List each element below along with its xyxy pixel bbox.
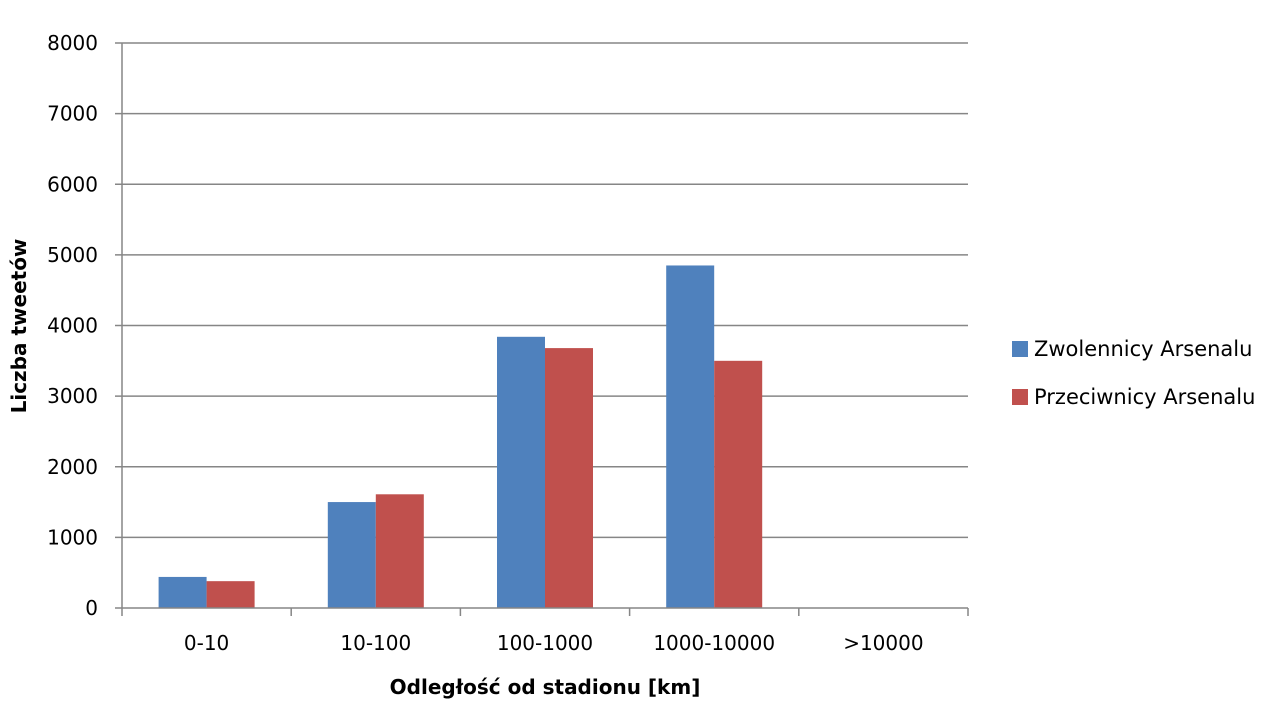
y-tick-label: 6000: [47, 172, 98, 196]
legend-label: Zwolennicy Arsenalu: [1034, 337, 1252, 361]
y-tick-label: 7000: [47, 102, 98, 126]
y-axis-ticks: 0 1000 2000 3000 4000 5000 6000 7000 8000: [47, 31, 122, 620]
bar: [497, 336, 545, 608]
x-tick-label: >10000: [843, 631, 923, 655]
y-tick-label: 4000: [47, 314, 98, 338]
legend-item: Przeciwnicy Arsenalu: [1012, 385, 1255, 409]
bar: [206, 581, 255, 608]
bar: [158, 576, 207, 608]
y-tick-label: 5000: [47, 243, 98, 267]
bar: [375, 494, 424, 608]
y-tick-label: 8000: [47, 31, 98, 55]
y-tick-label: 0: [85, 596, 98, 620]
y-tick-label: 1000: [47, 525, 98, 549]
y-tick-label: 2000: [47, 455, 98, 479]
bars: [158, 265, 763, 608]
x-tick-label: 1000-10000: [653, 631, 775, 655]
y-axis-title: Liczba tweetów: [7, 239, 31, 414]
legend-swatch: [1012, 341, 1028, 357]
bar: [545, 348, 593, 608]
bar: [714, 360, 763, 608]
legend-item: Zwolennicy Arsenalu: [1012, 337, 1252, 361]
x-axis-ticks: 0-10 10-100 100-1000 1000-10000 >10000: [121, 608, 969, 655]
bar: [327, 502, 376, 608]
bar: [666, 265, 715, 608]
axes: [121, 43, 968, 609]
x-tick-label: 100-1000: [497, 631, 593, 655]
x-tick-label: 0-10: [184, 631, 229, 655]
x-tick-label: 10-100: [340, 631, 411, 655]
y-tick-label: 3000: [47, 384, 98, 408]
legend-swatch: [1012, 389, 1028, 405]
x-axis-title: Odległość od stadionu [km]: [390, 675, 701, 699]
legend: Zwolennicy Arsenalu Przeciwnicy Arsenalu: [1012, 337, 1255, 409]
legend-label: Przeciwnicy Arsenalu: [1034, 385, 1255, 409]
